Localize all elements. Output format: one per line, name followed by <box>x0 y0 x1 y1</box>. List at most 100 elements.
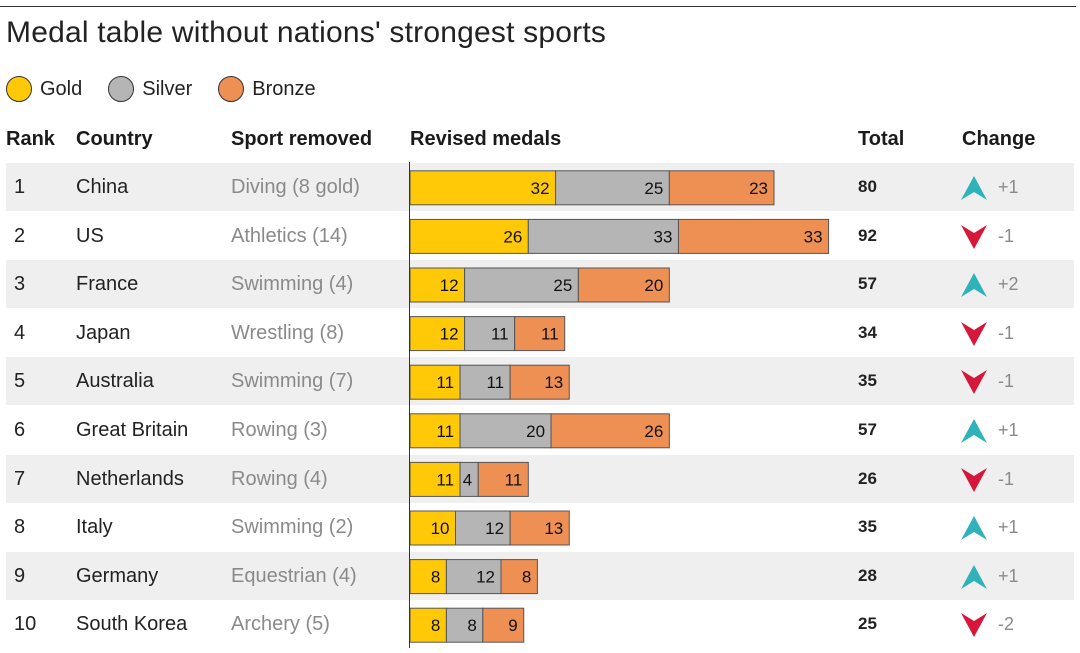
bar-label-bronze: 8 <box>522 568 531 587</box>
bar-label-bronze: 20 <box>644 276 663 295</box>
arrow-down-icon <box>961 370 987 395</box>
table-row: 2 US Athletics (14) 92 -1 <box>6 212 1074 260</box>
sport-removed-cell: Swimming (2) <box>231 516 354 539</box>
bar-silver <box>459 413 552 449</box>
rank-cell: 8 <box>14 516 26 539</box>
bar-gold <box>409 267 466 303</box>
legend-swatch-bronze <box>218 76 245 102</box>
legend-item-bronze: Bronze <box>218 76 316 102</box>
bar-label-silver: 33 <box>654 227 673 246</box>
rank-cell: 1 <box>14 176 26 198</box>
arrow-down-icon <box>961 321 987 346</box>
bar-label-bronze: 11 <box>541 325 559 344</box>
change-value: +1 <box>998 565 1019 586</box>
bar-label-silver: 20 <box>526 422 545 441</box>
sport-removed-cell: Swimming (7) <box>231 370 354 393</box>
legend-swatch-silver <box>108 76 135 102</box>
table-row: 4 Japan Wrestling (8) 34 -1 <box>6 309 1074 357</box>
bar-label-gold: 32 <box>531 179 550 198</box>
bar-label-gold: 12 <box>440 325 459 344</box>
bar-bronze <box>550 413 670 449</box>
header-sport: Sport removed <box>231 128 373 150</box>
sport-removed-cell: Archery (5) <box>231 613 330 636</box>
bar-bronze <box>482 607 525 643</box>
bar-label-bronze: 23 <box>749 179 768 198</box>
bar-bronze <box>509 364 570 400</box>
bar-label-gold: 12 <box>440 276 459 295</box>
header-rank: Rank <box>6 128 55 150</box>
rank-cell: 7 <box>14 467 26 490</box>
change-value: -1 <box>998 225 1015 246</box>
bar-label-silver: 25 <box>553 276 572 295</box>
bar-label-bronze: 11 <box>505 470 523 489</box>
sport-removed-cell: Rowing (4) <box>231 467 328 490</box>
bar-axis <box>409 162 410 648</box>
total-cell: 26 <box>858 468 877 488</box>
country-cell: Australia <box>76 370 154 393</box>
country-cell: Italy <box>76 516 113 539</box>
sport-removed-cell: Rowing (3) <box>231 419 328 441</box>
bar-bronze <box>509 510 570 546</box>
legend-item-silver: Silver <box>108 76 192 102</box>
arrow-up-icon <box>961 273 987 298</box>
change-value: -2 <box>998 614 1015 635</box>
header-total: Total <box>858 128 905 150</box>
arrow-up-icon <box>961 419 987 443</box>
rank-cell: 10 <box>14 613 37 636</box>
header-country: Country <box>76 128 153 150</box>
total-cell: 34 <box>858 322 877 342</box>
table-row: 9 Germany Equestrian (4) 28 +1 <box>6 551 1074 600</box>
bar-label-silver: 11 <box>486 373 504 392</box>
country-cell: Netherlands <box>76 467 184 490</box>
total-cell: 57 <box>858 274 877 294</box>
rank-cell: 3 <box>14 273 26 296</box>
bar-bronze <box>500 559 538 595</box>
bar-label-silver: 4 <box>463 470 472 489</box>
bar-label-bronze: 26 <box>644 422 663 441</box>
sport-removed-cell: Diving (8 gold) <box>231 176 360 198</box>
sport-removed-cell: Swimming (4) <box>231 273 354 296</box>
country-cell: South Korea <box>76 613 188 636</box>
legend-label-bronze: Bronze <box>252 77 316 100</box>
arrow-down-icon <box>961 467 987 492</box>
bar-gold <box>409 413 461 449</box>
legend-swatch-gold <box>6 76 32 102</box>
bar-silver <box>445 607 484 643</box>
sport-removed-cell: Athletics (14) <box>231 224 348 247</box>
total-cell: 35 <box>858 371 877 391</box>
bar-silver <box>455 510 511 546</box>
rank-cell: 4 <box>14 321 26 344</box>
bar-label-bronze: 9 <box>508 616 517 635</box>
legend-item-gold: Gold <box>6 76 82 102</box>
bar-bronze <box>677 218 830 254</box>
bar-label-silver: 11 <box>491 325 509 344</box>
total-cell: 28 <box>858 565 877 585</box>
bar-gold <box>409 218 529 254</box>
bar-bronze <box>477 461 529 497</box>
bar-silver <box>445 559 502 595</box>
total-cell: 35 <box>858 517 877 537</box>
bar-label-gold: 26 <box>503 227 522 246</box>
bar-label-gold: 10 <box>431 519 450 538</box>
bar-label-gold: 11 <box>436 470 454 489</box>
top-rule <box>0 6 1076 7</box>
bar-label-bronze: 13 <box>544 519 563 538</box>
country-cell: Germany <box>76 564 159 587</box>
change-value: +2 <box>998 274 1019 295</box>
bar-label-silver: 25 <box>644 179 663 198</box>
bar-label-silver: 8 <box>467 616 476 635</box>
change-value: +1 <box>998 177 1019 197</box>
bar-gold <box>409 559 447 595</box>
legend-label-silver: Silver <box>142 77 193 100</box>
bar-silver <box>464 316 516 352</box>
bar-label-gold: 11 <box>436 373 454 392</box>
bar-bronze <box>577 267 670 303</box>
bar-silver <box>555 170 670 206</box>
country-cell: US <box>76 224 104 247</box>
header-change: Change <box>962 128 1036 150</box>
bar-gold <box>409 510 456 546</box>
table-row: 8 Italy Swimming (2) 35 +1 <box>6 503 1074 551</box>
bar-gold <box>409 607 447 643</box>
change-value: +1 <box>998 420 1019 440</box>
